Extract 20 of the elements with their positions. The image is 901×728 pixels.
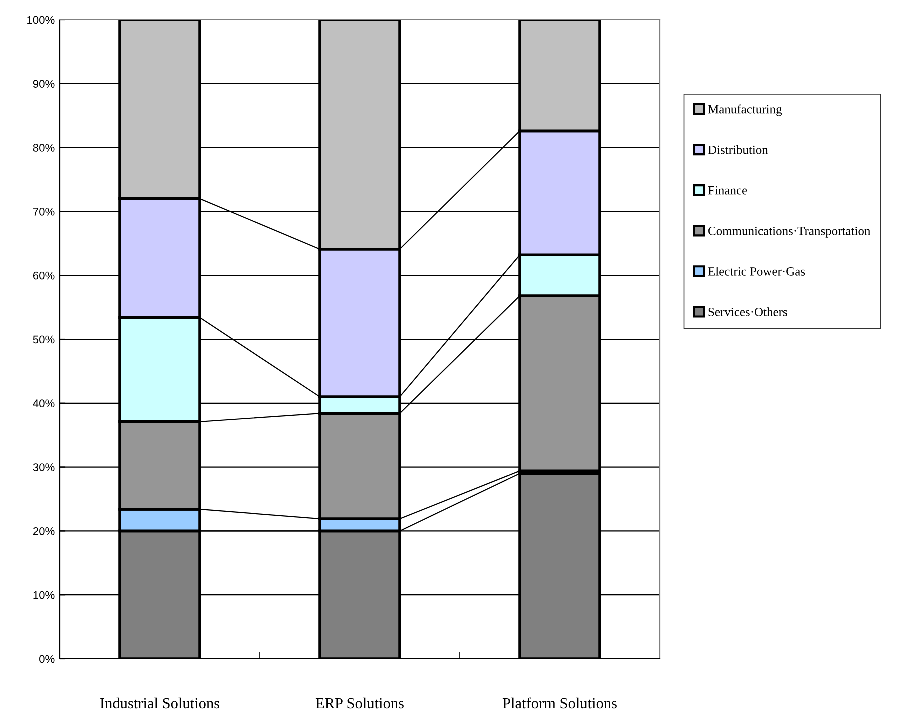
- legend-label: Electric Power·Gas: [708, 267, 806, 276]
- legend-label: Finance: [708, 186, 748, 195]
- legend-label: Services·Others: [708, 308, 788, 316]
- y-tick-label: 40%: [33, 400, 55, 408]
- y-tick-label: 0%: [40, 655, 55, 664]
- y-tick-label: 10%: [34, 591, 55, 600]
- y-tick-label: 20%: [33, 527, 55, 536]
- y-tick-label: 60%: [33, 272, 55, 280]
- legend-label: Communications·Transportation: [708, 226, 871, 238]
- x-tick-label: Platform Solutions: [502, 698, 617, 709]
- y-tick-label: 80%: [33, 144, 55, 152]
- y-tick-label: 70%: [33, 208, 55, 216]
- y-tick-label: 90%: [33, 80, 55, 88]
- legend-label: Distribution: [708, 145, 768, 154]
- y-tick-label: 100%: [28, 16, 55, 24]
- legend-label: Manufacturing: [708, 104, 782, 116]
- y-tick-label: 30%: [33, 464, 55, 472]
- x-tick-label: ERP Solutions: [316, 698, 404, 709]
- y-tick-label: 50%: [33, 336, 55, 344]
- x-tick-label: Industrial Solutions: [100, 698, 220, 709]
